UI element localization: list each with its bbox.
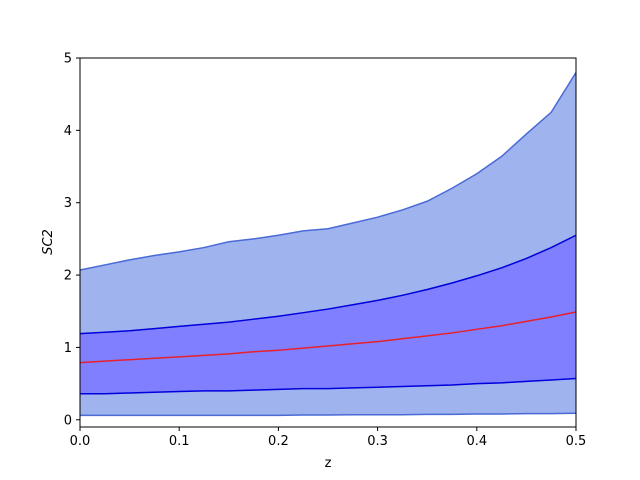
y-tick-label: 1 [64, 341, 72, 356]
x-tick-label: 0.2 [268, 434, 289, 449]
inner-band-lower-line [80, 377, 577, 395]
x-tick-label: 0.1 [169, 434, 190, 449]
inner-band-fill [80, 235, 576, 394]
y-tick-label: 3 [64, 196, 72, 211]
outer-band-lower-line [80, 412, 577, 417]
plot-area [79, 72, 577, 417]
y-tick-label: 5 [64, 52, 72, 67]
y-tick-label: 4 [64, 124, 72, 139]
median-line [79, 311, 577, 364]
y-axis-label: SC2 [41, 229, 56, 255]
y-axis: 0 1 2 3 4 5 [64, 52, 80, 428]
x-tick-label: 0.0 [70, 434, 91, 449]
x-tick-label: 0.5 [566, 434, 587, 449]
y-tick-label: 0 [64, 413, 72, 428]
x-tick-label: 0.4 [466, 434, 487, 449]
axes-frame [79, 57, 577, 428]
x-axis: 0.0 0.1 0.2 0.3 0.4 0.5 [70, 427, 587, 449]
x-tick-label: 0.3 [367, 434, 388, 449]
y-tick-label: 2 [64, 269, 72, 284]
inner-band-upper-line [79, 234, 577, 335]
outer-band-upper-line [79, 72, 577, 271]
x-axis-label: z [325, 456, 332, 471]
